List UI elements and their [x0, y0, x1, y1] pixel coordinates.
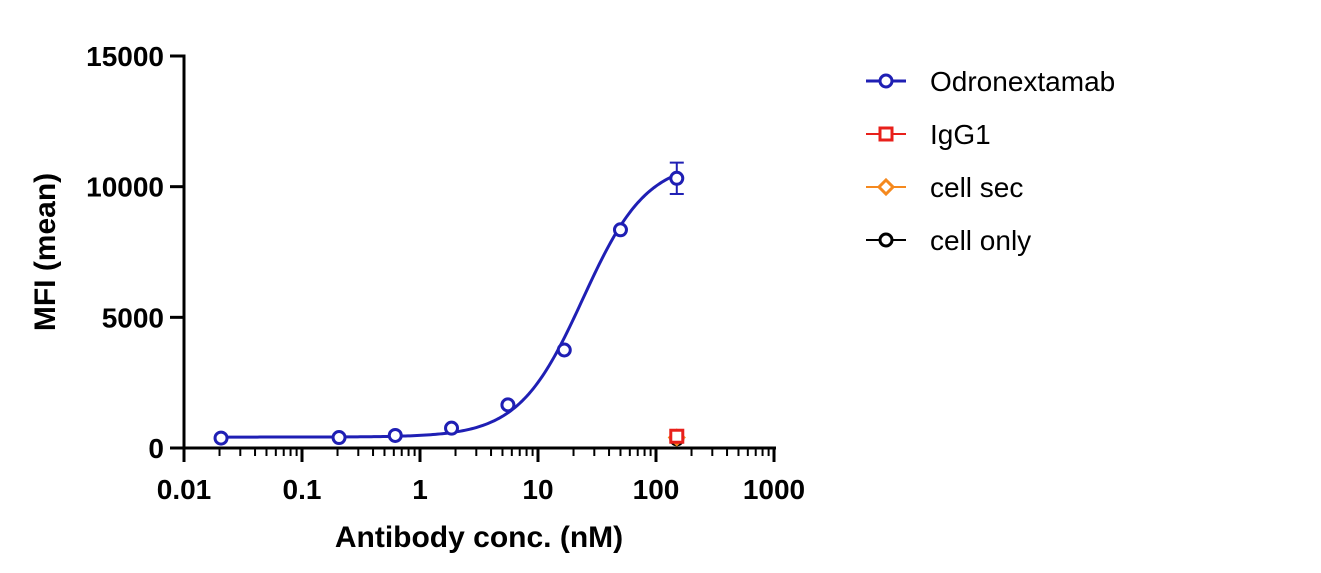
data-point — [669, 428, 685, 444]
y-tick-label: 5000 — [102, 302, 164, 333]
data-point — [331, 430, 347, 446]
legend-label: IgG1 — [930, 119, 991, 150]
legend-marker — [878, 126, 894, 142]
legend-label: Odronextamab — [930, 66, 1115, 97]
legend: Odronextamab IgG1 cell sec cell only — [866, 66, 1115, 256]
legend-item: cell sec — [866, 172, 1023, 203]
y-tick-label: 10000 — [86, 172, 164, 203]
y-axis-title: MFI (mean) — [29, 173, 62, 331]
data-point — [387, 427, 403, 443]
legend-marker — [876, 177, 896, 197]
legend-item: IgG1 — [866, 119, 991, 150]
x-axis-title: Antibody conc. (nM) — [335, 521, 623, 554]
legend-marker — [878, 232, 894, 248]
legend-label: cell sec — [930, 172, 1023, 203]
x-tick-label: 100 — [633, 474, 680, 505]
legend-item: cell only — [866, 225, 1031, 256]
y-tick-label: 0 — [148, 433, 164, 464]
legend-marker — [878, 73, 894, 89]
data-point — [669, 170, 685, 186]
x-tick-label: 0.01 — [157, 474, 212, 505]
x-tick-label: 10 — [522, 474, 553, 505]
data-point — [556, 342, 572, 358]
legend-item: Odronextamab — [866, 66, 1115, 97]
data-point — [213, 430, 229, 446]
fit-layer — [221, 173, 678, 439]
data-point — [444, 420, 460, 436]
fit-curve — [221, 173, 678, 439]
x-tick-label: 1 — [412, 474, 428, 505]
legend-label: cell only — [930, 225, 1031, 256]
points-layer — [213, 161, 686, 447]
data-point — [500, 397, 516, 413]
y-tick-label: 15000 — [86, 41, 164, 72]
x-tick-label: 0.1 — [283, 474, 322, 505]
data-point — [612, 222, 628, 238]
x-tick-label: 1000 — [743, 474, 805, 505]
